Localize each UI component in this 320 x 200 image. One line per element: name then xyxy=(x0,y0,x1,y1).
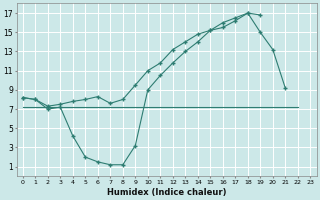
X-axis label: Humidex (Indice chaleur): Humidex (Indice chaleur) xyxy=(107,188,226,197)
